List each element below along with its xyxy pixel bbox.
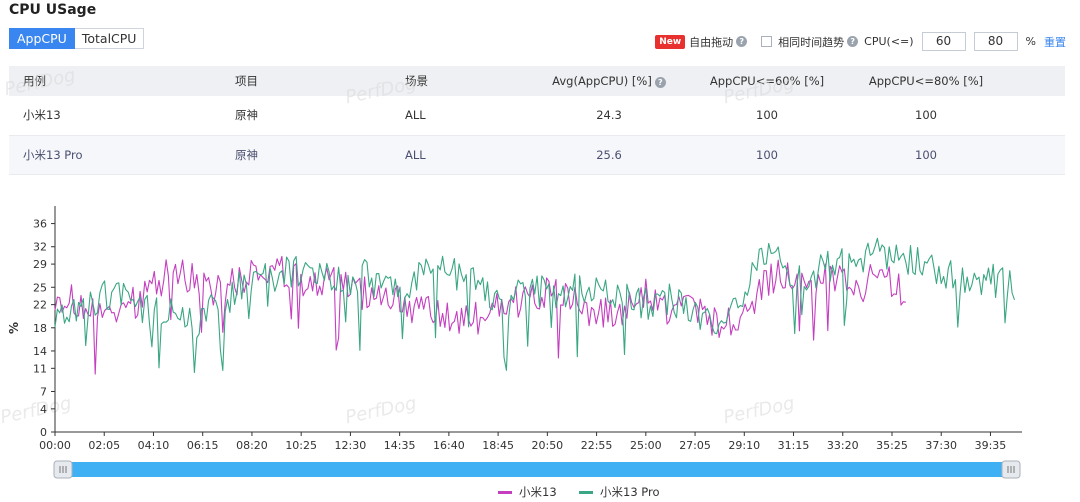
x-tick-label: 20:50 [531,439,563,452]
col-header-le60[interactable]: AppCPU<=60% [%] [709,74,825,88]
table-header-row: 用例 项目 场景 Avg(AppCPU) [%]? AppCPU<=60% [%… [9,66,1065,96]
cell-le60: 100 [756,108,778,123]
threshold-input-2[interactable]: 80 [973,32,1018,51]
x-tick-label: 06:15 [187,439,219,452]
x-tick-label: 29:10 [728,439,760,452]
col-header-avg[interactable]: Avg(AppCPU) [%]? [531,66,687,96]
cpu-threshold-label: CPU(<=) [864,35,914,48]
help-icon[interactable]: ? [654,77,666,88]
y-tick-label: 22 [33,299,47,312]
percent-label: % [1025,35,1036,48]
x-tick-label: 39:35 [975,439,1007,452]
new-badge: New [655,34,686,49]
x-tick-label: 00:00 [39,439,71,452]
table-row[interactable]: 小米13 Pro 原神 ALL 25.6 100 100 [9,135,1065,174]
cell-le80: 100 [915,108,937,123]
same-time-trend-label: 相同时间趋势 [778,35,845,49]
col-header-le80[interactable]: AppCPU<=80% [%] [868,74,984,88]
y-tick-label: 11 [33,362,47,375]
cell-project: 原神 [235,108,258,123]
cpu-usage-chart: 0 4 7 11 14 18 22 25 29 32 36% 00:00 02:05 04:10 06:15… [7,206,1022,499]
x-tick-label: 18:45 [482,439,514,452]
x-tick-label: 12:30 [335,439,367,452]
threshold-input-1[interactable]: 60 [921,32,966,51]
series-line-xiaomi13pro [54,237,1016,374]
x-tick-label: 31:15 [778,439,810,452]
legend-swatch[interactable] [579,491,593,494]
x-tick-label: 08:20 [236,439,268,452]
range-slider-track[interactable] [60,462,1010,477]
same-time-trend-checkbox[interactable] [761,36,773,47]
cpu-type-tabs: AppCPU TotalCPU [9,28,145,49]
page-title: CPU USage [9,2,97,18]
y-tick-label: 32 [33,241,47,254]
legend-swatch[interactable] [498,491,512,494]
x-tick-label: 27:05 [679,439,711,452]
y-tick-label: 25 [33,281,47,294]
legend-label[interactable]: 小米13 Pro [600,485,660,499]
x-tick-label: 02:05 [88,439,120,452]
y-tick-label: 4 [40,403,47,416]
col-header-avg-label: Avg(AppCPU) [%] [552,74,652,88]
cell-avg: 25.6 [596,147,622,162]
x-tick-label: 10:25 [285,439,317,452]
y-tick-label: 36 [33,218,47,231]
legend-label[interactable]: 小米13 [519,485,557,499]
x-tick-label: 14:35 [384,439,416,452]
col-header-project[interactable]: 项目 [235,74,258,88]
summary-table: 用例 项目 场景 Avg(AppCPU) [%]? AppCPU<=60% [%… [9,66,1065,175]
col-header-scene[interactable]: 场景 [405,74,428,88]
x-tick-label: 33:20 [827,439,859,452]
cell-case: 小米13 [23,108,61,123]
x-tick-label: 35:25 [876,439,908,452]
help-icon[interactable]: ? [736,36,748,47]
col-header-spacer [1005,66,1065,96]
table-row[interactable]: 小米13 原神 ALL 24.3 100 100 [9,96,1065,135]
help-icon[interactable]: ? [847,36,859,47]
y-tick-label: 18 [33,322,47,335]
x-tick-label: 37:30 [925,439,957,452]
y-axis-label: % [7,322,21,334]
series-line-xiaomi13 [54,255,906,375]
x-tick-label: 25:00 [630,439,662,452]
col-header-case[interactable]: 用例 [23,74,46,88]
y-tick-label: 0 [40,426,47,439]
tab-appcpu[interactable]: AppCPU [9,28,75,49]
y-tick-label: 29 [33,258,47,271]
x-tick-label: 16:40 [433,439,465,452]
cell-project: 原神 [235,147,258,162]
x-tick-label: 22:55 [581,439,613,452]
y-tick-label: 14 [33,345,47,358]
cell-le60: 100 [756,147,778,162]
cell-case: 小米13 Pro [23,147,83,162]
cell-le80: 100 [915,147,937,162]
cell-scene: ALL [405,147,426,162]
cell-avg: 24.3 [596,108,622,123]
reset-button[interactable]: 重置 [1044,35,1066,49]
tab-totalcpu[interactable]: TotalCPU [74,28,145,49]
chart-controls: New 自由拖动 ? 相同时间趋势 ? CPU(<=) 60 80 % 重置 [655,32,1066,51]
cell-scene: ALL [405,108,426,123]
free-drag-label[interactable]: 自由拖动 [689,35,734,49]
y-tick-label: 7 [40,385,47,398]
x-tick-label: 04:10 [138,439,170,452]
